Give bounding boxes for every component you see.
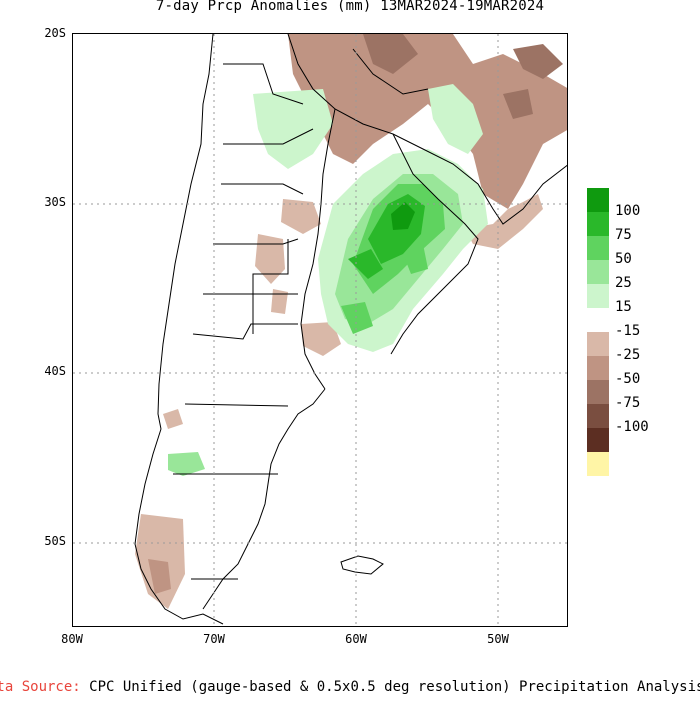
falkland-islands bbox=[340, 555, 384, 575]
legend-swatch bbox=[587, 212, 609, 236]
lat-tick-30s: 30S bbox=[44, 195, 66, 209]
legend-swatch bbox=[587, 236, 609, 260]
legend-label: -15 bbox=[615, 323, 641, 339]
legend-label: 100 bbox=[615, 203, 641, 219]
legend-swatch bbox=[587, 380, 609, 404]
lon-tick-70w: 70W bbox=[203, 632, 225, 646]
legend-swatch bbox=[587, 308, 609, 332]
coastline-and-borders bbox=[134, 34, 567, 625]
lon-tick-80w: 80W bbox=[61, 632, 83, 646]
lat-tick-50s: 50S bbox=[44, 534, 66, 548]
data-source-text: CPC Unified (gauge-based & 0.5x0.5 deg r… bbox=[80, 679, 700, 695]
legend-label: -100 bbox=[615, 419, 649, 435]
legend-label: -50 bbox=[615, 371, 641, 387]
data-source-line: ata Source: CPC Unified (gauge-based & 0… bbox=[0, 679, 700, 695]
legend-label: 25 bbox=[615, 275, 632, 291]
lat-tick-40s: 40S bbox=[44, 364, 66, 378]
precip-anomaly-map bbox=[73, 34, 567, 626]
lon-tick-60w: 60W bbox=[345, 632, 367, 646]
dry-anomaly-areas bbox=[135, 34, 567, 609]
wet-anomaly-areas bbox=[168, 84, 488, 476]
map-title: 7-day Prcp Anomalies (mm) 13MAR2024-19MA… bbox=[155, 0, 545, 14]
legend-swatch bbox=[587, 356, 609, 380]
legend-label: 15 bbox=[615, 299, 632, 315]
legend-swatch bbox=[587, 284, 609, 308]
legend-label: 50 bbox=[615, 251, 632, 267]
legend-swatch bbox=[587, 260, 609, 284]
legend-swatch bbox=[587, 404, 609, 428]
lat-tick-20s: 20S bbox=[44, 26, 66, 40]
map-panel bbox=[72, 33, 568, 627]
legend-label: -25 bbox=[615, 347, 641, 363]
grid-lines bbox=[73, 34, 567, 626]
legend-swatch bbox=[587, 332, 609, 356]
legend-swatch bbox=[587, 428, 609, 452]
lon-tick-50w: 50W bbox=[487, 632, 509, 646]
data-source-label: ata Source: bbox=[0, 679, 81, 695]
legend-label: 75 bbox=[615, 227, 632, 243]
legend-swatch bbox=[587, 188, 609, 212]
legend-swatch bbox=[587, 452, 609, 476]
legend-label: -75 bbox=[615, 395, 641, 411]
